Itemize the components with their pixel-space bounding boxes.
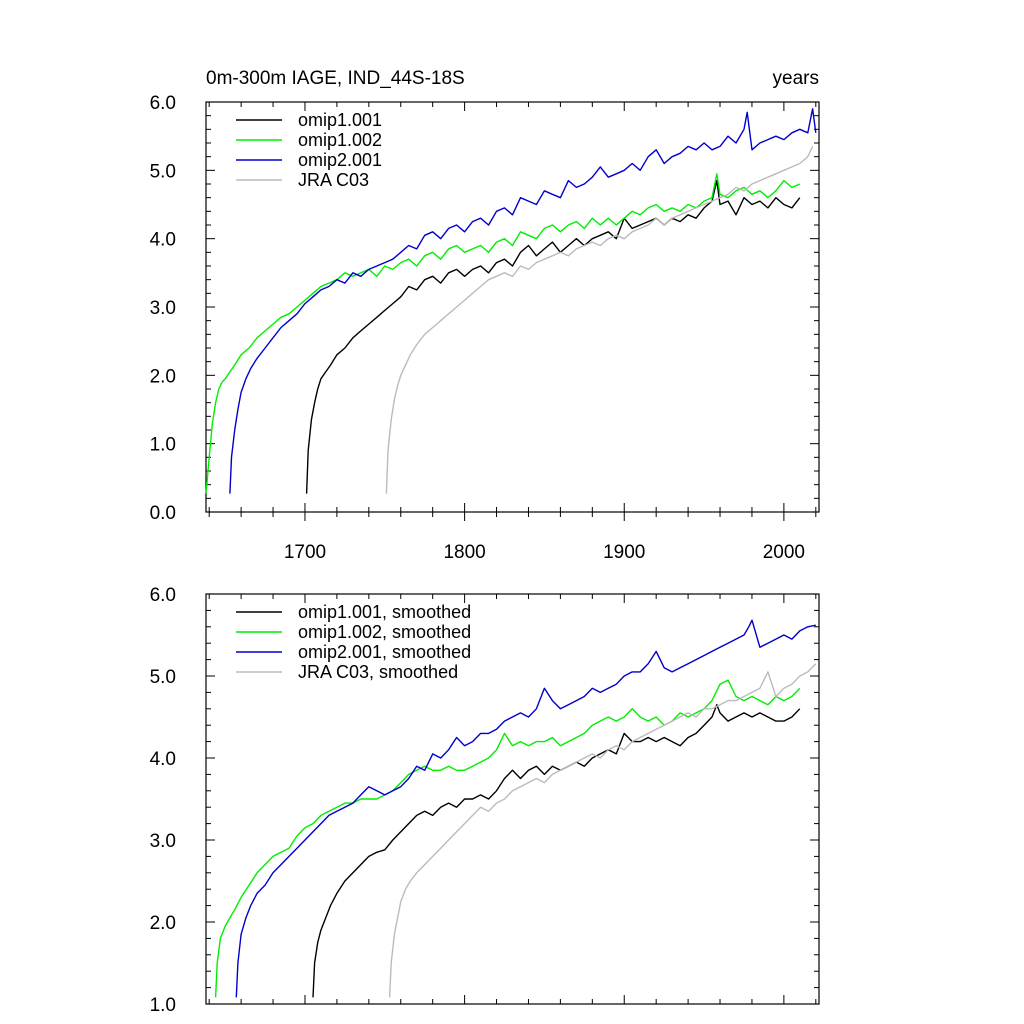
legend-label: JRA C03 — [298, 170, 369, 190]
series-line-2 — [214, 679, 801, 998]
y-tick-label: 1.0 — [150, 995, 176, 1016]
series-line-3 — [235, 619, 816, 998]
y-tick-label: 4.0 — [150, 230, 176, 251]
legend-label: omip1.002 — [298, 130, 382, 150]
x-tick-label: 1700 — [284, 542, 326, 563]
y-tick-label: 2.0 — [150, 366, 176, 387]
y-tick-label: 6.0 — [150, 93, 176, 114]
series-line-2 — [205, 173, 801, 494]
series-line-4 — [388, 663, 817, 998]
series-line-4 — [385, 146, 814, 494]
x-tick-label: 2000 — [763, 542, 805, 563]
legend-label: JRA C03, smoothed — [298, 662, 458, 682]
series-line-1 — [305, 179, 801, 494]
series-line-3 — [229, 108, 817, 494]
x-tick-label: 1900 — [603, 542, 645, 563]
chart-panel-1: 0.0 1.0 2.0 3.0 4.0 5.0 6.0 1700 1800 1900 2000 0m-… — [150, 68, 820, 563]
legend-label: omip2.001, smoothed — [298, 642, 471, 662]
plot-frame — [205, 593, 820, 1005]
legend-label: omip2.001 — [298, 150, 382, 170]
chart-title: 0m-300m IAGE, IND_44S-18S — [206, 68, 465, 89]
y-tick-label: 0.0 — [150, 503, 176, 524]
y-tick-label: 3.0 — [150, 831, 176, 852]
y-tick-label: 6.0 — [150, 585, 176, 606]
legend-label: omip1.002, smoothed — [298, 622, 471, 642]
y-tick-label: 3.0 — [150, 298, 176, 319]
series-line-1 — [312, 704, 801, 998]
legend-label: omip1.001 — [298, 110, 382, 130]
y-tick-label: 1.0 — [150, 435, 176, 456]
y-tick-label: 5.0 — [150, 667, 176, 688]
x-tick-label: 1800 — [443, 542, 485, 563]
y-tick-label: 5.0 — [150, 161, 176, 182]
y-tick-label: 2.0 — [150, 913, 176, 934]
units-label: years — [773, 68, 819, 89]
y-tick-label: 4.0 — [150, 749, 176, 770]
legend-label: omip1.001, smoothed — [298, 602, 471, 622]
